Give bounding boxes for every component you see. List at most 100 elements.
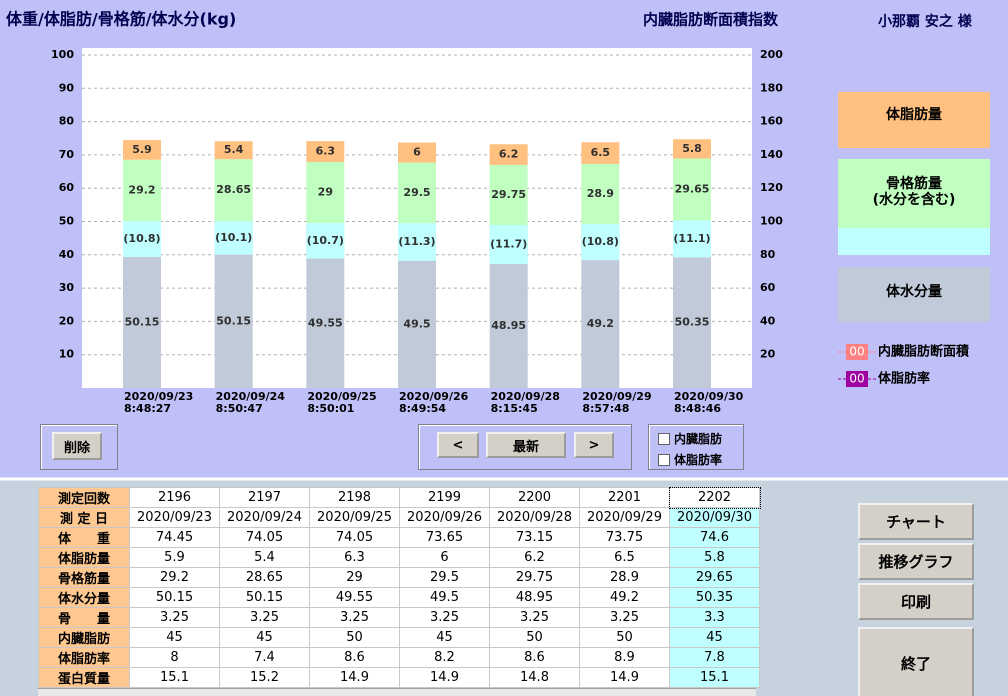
cell: 45 xyxy=(669,627,760,648)
bar-label: 49.2 xyxy=(587,317,614,330)
bar-label: 48.95 xyxy=(491,319,526,332)
bar-label: (10.1) xyxy=(215,231,252,244)
cell: 14.9 xyxy=(309,667,400,688)
checkbox-box[interactable] xyxy=(658,432,670,445)
side-button[interactable]: チャート xyxy=(858,503,974,540)
frame xyxy=(648,424,744,470)
checkbox-box[interactable] xyxy=(658,453,670,466)
legend-box xyxy=(838,159,990,228)
cell: 15.1 xyxy=(669,667,760,688)
legend-box xyxy=(838,92,990,148)
cell: 8.9 xyxy=(579,647,670,668)
cell: 3.25 xyxy=(399,607,490,628)
chart-title: 体重/体脂肪/骨格筋/体水分(kg) xyxy=(6,10,236,29)
cell: 74.6 xyxy=(669,527,760,548)
delete-button[interactable]: 削除 xyxy=(52,432,102,460)
cell: 5.8 xyxy=(669,547,760,568)
bar-segment xyxy=(214,141,253,160)
x-tick-time: 8:48:46 xyxy=(674,402,721,415)
y2-tick-label: 60 xyxy=(760,281,776,294)
row-label: 骨 量 xyxy=(38,607,130,628)
cell: 2020/09/30 xyxy=(669,507,760,528)
cell: 49.2 xyxy=(579,587,670,608)
bar-label: 6.3 xyxy=(316,145,336,158)
bar-label: 29.65 xyxy=(675,182,710,195)
cell: 74.45 xyxy=(129,527,220,548)
cell: 2020/09/28 xyxy=(489,507,580,528)
y-tick-label: 20 xyxy=(59,314,75,327)
bar-segment xyxy=(123,221,161,257)
cell: 14.8 xyxy=(489,667,580,688)
x-tick-label: 2020/09/25 xyxy=(307,390,376,403)
side-button[interactable]: 終了 xyxy=(858,627,974,696)
table-row: 内臓脂肪 45 45 50 45 50 50 45 xyxy=(38,627,760,648)
x-tick-label: 2020/09/29 xyxy=(582,390,651,403)
checkbox-label: 内臓脂肪 xyxy=(674,432,723,446)
row-label: 体水分量 xyxy=(38,587,130,608)
row-label: 測 定 日 xyxy=(38,507,130,528)
table-row: 体脂肪率 8 7.4 8.6 8.2 8.6 8.9 7.8 xyxy=(38,647,760,668)
prev-button[interactable]: < xyxy=(437,432,479,458)
cell: 2197 xyxy=(219,487,310,508)
cell: 6 xyxy=(399,547,490,568)
legend-marker xyxy=(846,371,868,387)
bar-label: 6.5 xyxy=(591,146,611,159)
x-tick-label: 2020/09/26 xyxy=(399,390,469,403)
table-row: 測定回数 2196 2197 2198 2199 2200 2201 2202 xyxy=(38,486,761,509)
table-row: 骨 量 3.25 3.25 3.25 3.25 3.25 3.25 3.3 xyxy=(38,607,760,628)
bar-segment xyxy=(306,222,345,259)
checkbox[interactable]: 内臓脂肪 xyxy=(658,430,722,447)
latest-button[interactable]: 最新 xyxy=(486,432,566,458)
x-tick-label: 2020/09/30 xyxy=(674,390,744,403)
cell: 6.2 xyxy=(489,547,580,568)
y-tick-label: 30 xyxy=(59,281,75,294)
row-label: 体脂肪率 xyxy=(38,647,130,668)
row-label: 内臓脂肪 xyxy=(38,627,130,648)
legend-label: 体脂肪率 xyxy=(878,371,930,387)
cell: 28.9 xyxy=(579,567,670,588)
data-table: 測定回数 2196 2197 2198 2199 2200 2201 2202 測 定 日 202… xyxy=(38,486,761,688)
side-button[interactable]: 印刷 xyxy=(858,583,974,620)
bar-label: 29.5 xyxy=(403,186,430,199)
table-row: 体水分量 50.15 50.15 49.55 49.5 48.95 49.2 50.35 xyxy=(38,587,760,608)
table-row: 体 重 74.45 74.05 74.05 73.65 73.15 73.75 74.6 xyxy=(38,527,760,548)
cell: 5.4 xyxy=(219,547,310,568)
y-tick-label: 80 xyxy=(59,115,75,128)
cell: 8.6 xyxy=(309,647,400,668)
cell: 2020/09/29 xyxy=(579,507,670,528)
x-tick-time: 8:50:47 xyxy=(216,402,263,415)
cell: 49.55 xyxy=(309,587,400,608)
table-row: 体脂肪量 5.9 5.4 6.3 6 6.2 6.5 5.8 xyxy=(38,547,760,568)
bar-label: 5.9 xyxy=(132,143,152,156)
bar-label: 50.15 xyxy=(125,315,160,328)
frame xyxy=(418,424,632,470)
side-button[interactable]: 推移グラフ xyxy=(858,543,974,580)
y-tick-label: 10 xyxy=(59,348,75,361)
cell: 2196 xyxy=(129,487,220,508)
bar-label: 50.15 xyxy=(216,314,251,327)
cell: 3.3 xyxy=(669,607,760,628)
cell: 73.65 xyxy=(399,527,490,548)
y-tick-label: 50 xyxy=(59,215,75,228)
cell: 8.6 xyxy=(489,647,580,668)
bar-label: 29 xyxy=(318,186,333,199)
cell: 3.25 xyxy=(129,607,220,628)
cell: 29 xyxy=(309,567,400,588)
y2-tick-label: 200 xyxy=(760,48,783,61)
cell: 2200 xyxy=(489,487,580,508)
cell: 50.35 xyxy=(669,587,760,608)
cell: 48.95 xyxy=(489,587,580,608)
bar-label: 6.2 xyxy=(499,148,519,161)
scrollbar[interactable] xyxy=(38,688,756,696)
next-button[interactable]: > xyxy=(574,432,614,458)
bar-label: 28.65 xyxy=(216,183,251,196)
row-label: 測定回数 xyxy=(38,487,130,508)
cell: 29.75 xyxy=(489,567,580,588)
checkbox[interactable]: 体脂肪率 xyxy=(658,451,722,468)
y-tick-label: 90 xyxy=(59,81,75,94)
bar-segment xyxy=(581,142,620,164)
y2-tick-label: 40 xyxy=(760,314,776,327)
x-tick-time: 8:57:48 xyxy=(582,402,629,415)
y2-tick-label: 80 xyxy=(760,248,776,261)
bar-label: (11.3) xyxy=(398,235,435,248)
